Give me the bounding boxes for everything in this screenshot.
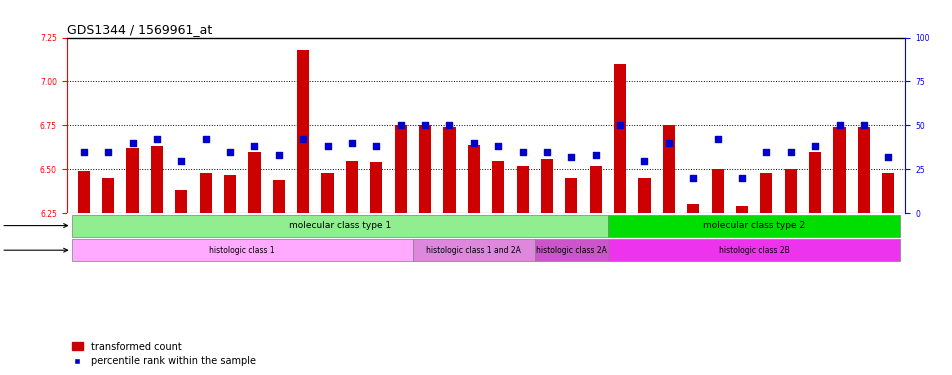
Point <box>880 154 895 160</box>
Point <box>198 136 213 142</box>
Point <box>806 144 822 150</box>
Point <box>247 144 262 150</box>
Bar <box>711 170 723 213</box>
Text: disease state: disease state <box>0 245 68 255</box>
Bar <box>662 125 674 213</box>
Bar <box>71 214 607 237</box>
Bar <box>127 148 138 213</box>
Text: GDS1344 / 1569961_at: GDS1344 / 1569961_at <box>67 23 211 36</box>
Point <box>344 140 359 146</box>
Bar <box>589 166 602 213</box>
Bar <box>78 171 89 213</box>
Bar <box>686 204 699 213</box>
Point <box>514 149 529 155</box>
Bar <box>321 173 333 213</box>
Text: histologic class 2B: histologic class 2B <box>718 246 789 255</box>
Point <box>320 144 335 150</box>
Bar <box>419 125 430 213</box>
Text: molecular class type 1: molecular class type 1 <box>288 221 390 230</box>
Point <box>636 158 651 164</box>
Point <box>783 149 798 155</box>
Bar <box>541 159 552 213</box>
Bar <box>394 125 407 213</box>
Point <box>149 136 165 142</box>
Point <box>734 175 749 181</box>
Point <box>125 140 140 146</box>
Point <box>587 152 603 158</box>
Point <box>831 122 846 128</box>
Bar <box>607 214 900 237</box>
Bar <box>882 173 893 213</box>
Text: histologic class 1 and 2A: histologic class 1 and 2A <box>426 246 521 255</box>
Point <box>466 140 481 146</box>
Bar <box>638 178 650 213</box>
Legend: transformed count, percentile rank within the sample: transformed count, percentile rank withi… <box>71 342 256 366</box>
Bar <box>412 239 534 261</box>
Point <box>442 122 457 128</box>
Point <box>100 149 115 155</box>
Point <box>684 175 700 181</box>
Point <box>856 122 871 128</box>
Text: histologic class 1: histologic class 1 <box>209 246 275 255</box>
Point <box>490 144 506 150</box>
Bar <box>467 145 480 213</box>
Point <box>295 136 310 142</box>
Bar <box>224 175 236 213</box>
Point <box>173 158 188 164</box>
Point <box>612 122 627 128</box>
Bar <box>199 173 211 213</box>
Point <box>661 140 676 146</box>
Bar <box>346 160 358 213</box>
Bar <box>833 127 844 213</box>
Point <box>758 149 773 155</box>
Bar <box>272 180 285 213</box>
Bar <box>534 239 607 261</box>
Bar <box>857 127 869 213</box>
Bar <box>369 162 382 213</box>
Point <box>222 149 237 155</box>
Bar <box>808 152 821 213</box>
Bar <box>565 178 577 213</box>
Point <box>76 149 91 155</box>
Bar <box>516 166 528 213</box>
Bar <box>735 206 747 213</box>
Point <box>271 152 287 158</box>
Text: histologic class 2A: histologic class 2A <box>535 246 606 255</box>
Point <box>539 149 554 155</box>
Bar <box>783 170 796 213</box>
Bar <box>491 160 504 213</box>
Bar <box>71 239 412 261</box>
Bar <box>297 50 309 213</box>
Point <box>564 154 579 160</box>
Bar <box>443 127 455 213</box>
Bar <box>613 64 625 213</box>
Point <box>417 122 432 128</box>
Bar <box>150 147 163 213</box>
Point <box>392 122 407 128</box>
Text: other: other <box>0 220 68 231</box>
Point <box>368 144 384 150</box>
Point <box>709 136 724 142</box>
Text: molecular class type 2: molecular class type 2 <box>703 221 804 230</box>
Bar <box>175 190 188 213</box>
Bar <box>760 173 772 213</box>
Bar <box>102 178 114 213</box>
Bar <box>248 152 260 213</box>
Bar <box>607 239 900 261</box>
